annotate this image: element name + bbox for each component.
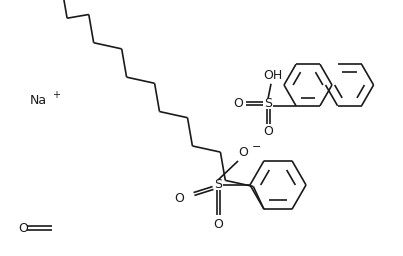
Text: O: O — [174, 193, 184, 206]
Text: O: O — [18, 221, 28, 234]
Text: Na: Na — [30, 93, 47, 106]
Text: O: O — [263, 125, 273, 138]
Text: −: − — [252, 142, 262, 152]
Text: O: O — [213, 219, 223, 231]
Text: S: S — [214, 178, 222, 191]
Text: O: O — [233, 97, 243, 110]
Text: OH: OH — [264, 69, 283, 82]
Text: O: O — [238, 146, 248, 159]
Text: +: + — [52, 90, 60, 100]
Text: S: S — [264, 97, 272, 110]
